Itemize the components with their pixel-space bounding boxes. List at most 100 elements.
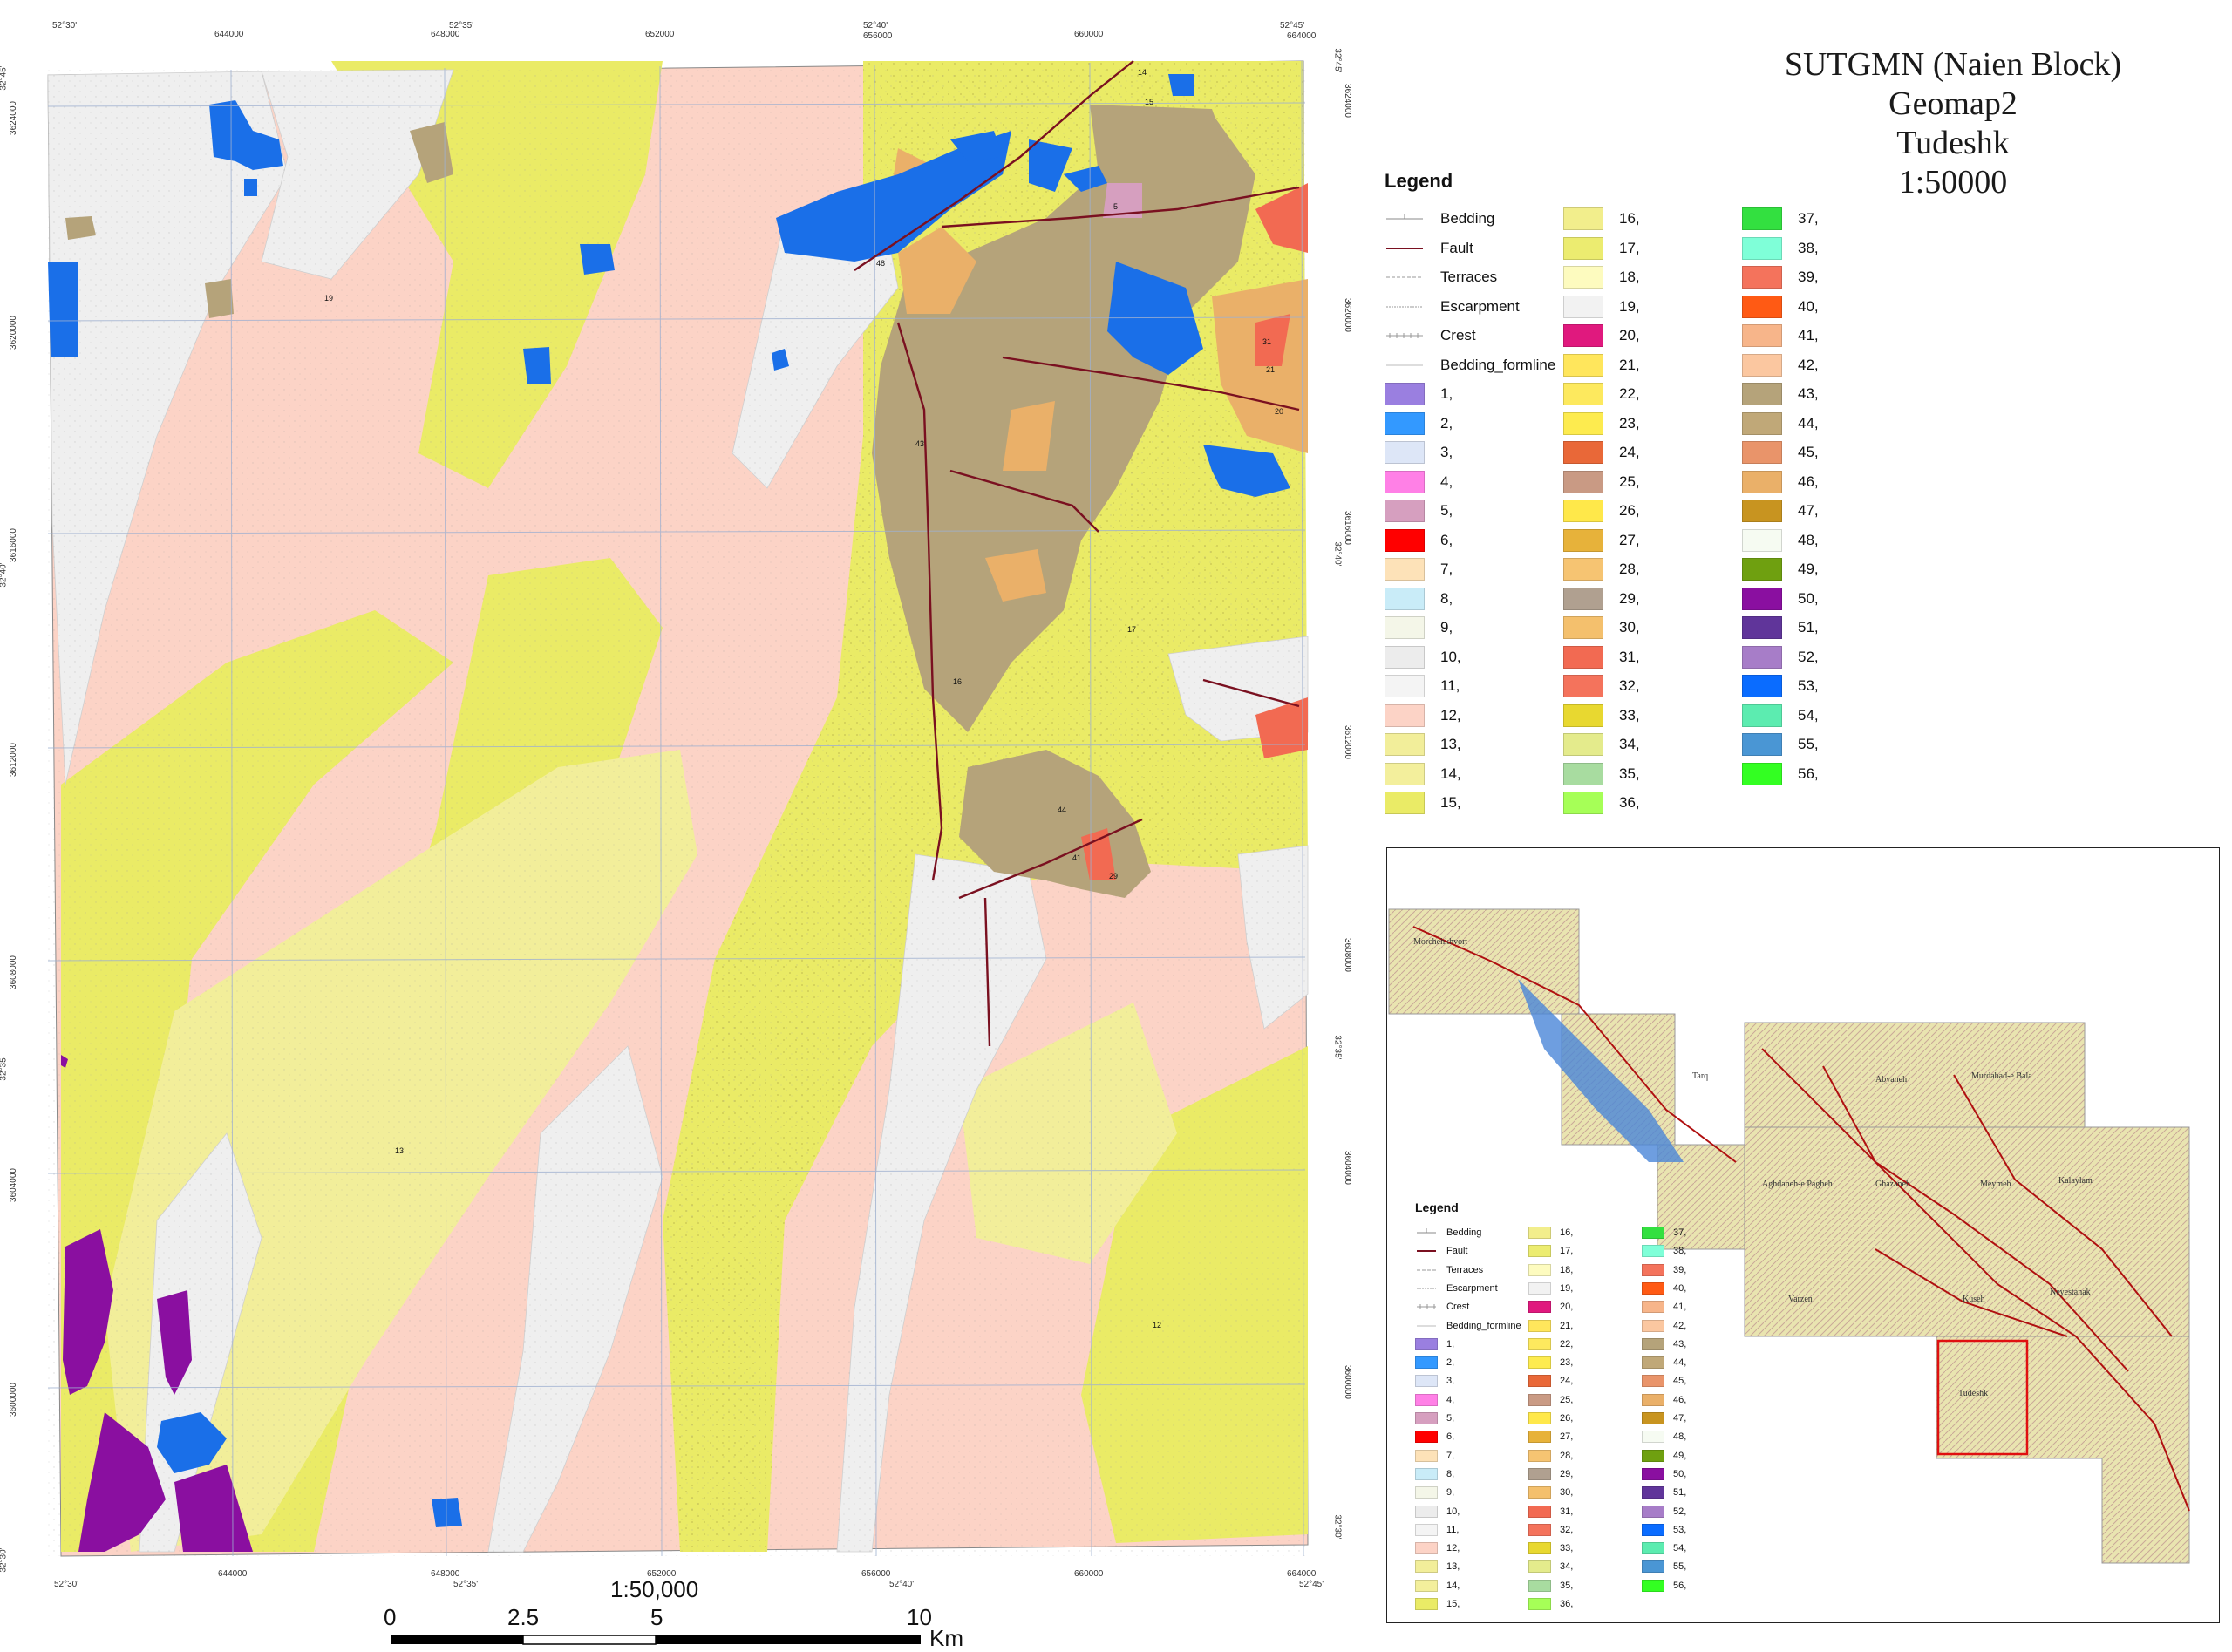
scale-tick-2-5: 2.5: [507, 1604, 540, 1630]
legend-label: 33,: [1619, 706, 1640, 724]
legend-label: 53,: [1673, 1524, 1687, 1535]
legend-label: 17,: [1619, 239, 1640, 256]
legend-symbol: [1415, 1282, 1438, 1295]
legend: Legend Bedding Fault Terraces Escarpment Cre…: [1385, 170, 1819, 833]
legend-line-symbol-icon: [1417, 1250, 1436, 1253]
legend-label: 27,: [1619, 531, 1640, 548]
legend-unit-item: 17,: [1563, 236, 1640, 261]
legend-symbol: [1415, 1560, 1438, 1574]
coord-label: 52°30': [54, 1580, 79, 1589]
legend-label: 24,: [1619, 444, 1640, 460]
legend-unit-item: 20,: [1563, 323, 1640, 348]
coord-label: 32°30': [0, 1547, 9, 1573]
inset-overview-map[interactable]: Tarq Abyaneh Morchehkhvort Murdabad-e Ba…: [1386, 847, 2220, 1623]
legend-swatch: [1642, 1523, 1664, 1536]
legend-symbol: [1415, 1598, 1438, 1610]
legend-label: 50,: [1798, 589, 1819, 607]
legend-unit-item: 50,: [1742, 587, 1819, 611]
geological-map[interactable]: 14 15 5 48 19 31 21 20 43 17 16 44 41 29…: [0, 0, 1360, 1651]
legend-swatch: [1642, 1412, 1664, 1424]
legend-swatch: [1742, 558, 1782, 581]
legend-symbol: [1528, 1337, 1551, 1350]
legend-swatch: [1742, 645, 1782, 669]
coord-label: 660000: [1074, 1569, 1104, 1579]
legend-label: 34,: [1619, 736, 1640, 752]
legend-line-item: Crest: [1385, 323, 1476, 348]
legend-swatch: [1742, 324, 1782, 347]
legend-symbol: [1742, 675, 1782, 697]
legend-swatch: [1528, 1393, 1551, 1406]
legend-label: 48,: [1673, 1431, 1687, 1443]
legend-symbol: [1415, 1393, 1438, 1406]
legend-unit-item: 1,: [1385, 382, 1453, 406]
legend-swatch: [1642, 1263, 1664, 1276]
legend-symbol: [1742, 645, 1782, 669]
legend-unit-item: 34,: [1563, 732, 1640, 757]
legend-symbol: [1415, 1301, 1438, 1313]
coord-label: 652000: [647, 1569, 677, 1579]
legend-title: Legend: [1385, 170, 1453, 192]
legend-unit-item: 30,: [1563, 615, 1640, 640]
legend-label: 4,: [1446, 1394, 1455, 1405]
legend-label: 52,: [1798, 648, 1819, 665]
inset-place-label: Tarq: [1692, 1071, 1709, 1081]
legend-symbol: [1642, 1542, 1664, 1555]
legend-swatch: [1742, 587, 1782, 610]
legend-swatch: [1563, 645, 1603, 669]
legend-unit-item: 11,: [1385, 674, 1460, 698]
legend-symbol: [1642, 1449, 1664, 1462]
scale-unit: Km: [929, 1625, 963, 1651]
legend-symbol: [1742, 324, 1782, 347]
legend-unit-item: 15,: [1415, 1596, 1460, 1612]
legend-swatch: [1742, 207, 1782, 230]
legend-unit-item: 32,: [1528, 1522, 1573, 1538]
coord-label: 32°30': [1332, 1514, 1343, 1540]
legend-symbol: [1642, 1393, 1664, 1406]
legend-unit-item: 30,: [1528, 1485, 1573, 1500]
legend-unit-item: 28,: [1563, 557, 1640, 581]
legend-swatch: [1528, 1227, 1551, 1239]
legend-swatch: [1642, 1579, 1664, 1592]
legend-label: 20,: [1560, 1302, 1574, 1313]
legend-swatch: [1528, 1375, 1551, 1388]
legend-swatch: [1563, 207, 1603, 230]
coord-label: 648000: [431, 1569, 460, 1579]
legend-symbol: [1528, 1579, 1551, 1592]
title-line-4: 1:50000: [1898, 164, 2008, 201]
legend-unit-item: 26,: [1528, 1411, 1573, 1426]
legend-symbol: [1742, 500, 1782, 522]
legend-symbol: [1642, 1486, 1664, 1499]
legend-unit-item: 33,: [1563, 704, 1640, 728]
inset-place-label: Varzen: [1788, 1295, 1813, 1304]
unit-label: 20: [1275, 407, 1283, 416]
legend-symbol: [1385, 704, 1425, 727]
legend-swatch: [1742, 236, 1782, 260]
legend-label: Bedding_formline: [1440, 356, 1556, 373]
unit-label: 31: [1262, 337, 1271, 346]
legend-line-symbol-icon: [1417, 1304, 1436, 1310]
unit-label: 29: [1109, 872, 1118, 880]
legend-unit-item: 6,: [1385, 528, 1453, 553]
legend-symbol: [1742, 558, 1782, 581]
legend-symbol: [1385, 383, 1425, 405]
legend-label: 14,: [1446, 1580, 1460, 1591]
legend-swatch: [1742, 383, 1782, 405]
legend-label: 11,: [1446, 1524, 1460, 1535]
legend-unit-item: 2,: [1415, 1355, 1454, 1370]
legend-unit-item: 46,: [1742, 470, 1819, 494]
legend-unit-item: 31,: [1563, 645, 1640, 670]
legend-swatch: [1528, 1412, 1551, 1424]
legend-unit-item: 27,: [1563, 528, 1640, 553]
legend-unit-item: 48,: [1742, 528, 1819, 553]
legend-label: 24,: [1560, 1376, 1574, 1387]
unit-label: 14: [1138, 68, 1147, 77]
legend-swatch: [1528, 1542, 1551, 1555]
legend-symbol: [1385, 675, 1425, 697]
legend-swatch: [1563, 266, 1603, 289]
legend-swatch: [1642, 1449, 1664, 1462]
scale-tick-0: 0: [384, 1604, 397, 1630]
legend-swatch: [1415, 1542, 1438, 1555]
coord-label: 644000: [214, 30, 244, 39]
legend-label: Terraces: [1440, 269, 1498, 285]
legend-label: 3,: [1446, 1376, 1455, 1387]
